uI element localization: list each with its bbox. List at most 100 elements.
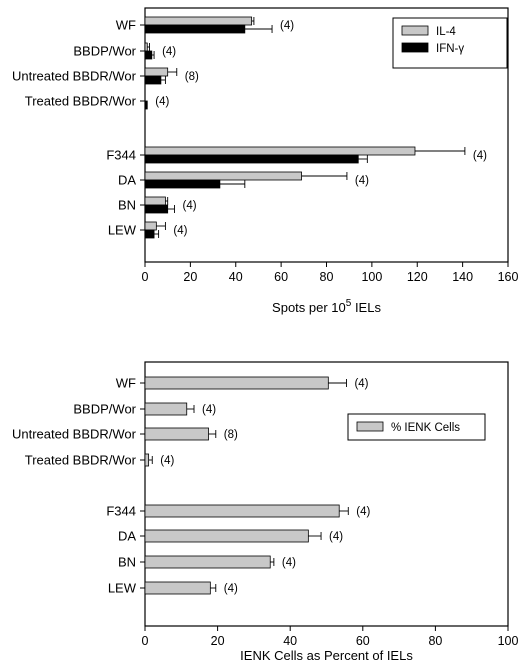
plot-frame (144, 361, 509, 627)
error-bar (167, 68, 178, 76)
error-bar (186, 405, 195, 413)
category-label: Untreated BBDR/Wor (12, 427, 137, 442)
category-label: BBDP/Wor (73, 402, 136, 417)
category-label: LEW (108, 581, 137, 596)
sample-size-label: (4) (473, 150, 487, 162)
sample-size-label: (4) (202, 404, 216, 416)
x-tick-label: 0 (142, 634, 149, 648)
x-tick-label: 20 (183, 270, 197, 284)
legend: IL-4 IFN-γ (392, 17, 508, 69)
error-bar (414, 147, 466, 155)
legend-label: IL-4 (436, 26, 456, 38)
category-label: BN (118, 555, 136, 570)
x-tick-label: 40 (229, 270, 243, 284)
category-label: Treated BBDR/Wor (25, 453, 137, 468)
x-tick-label: 120 (407, 270, 428, 284)
error-bar (208, 430, 217, 438)
x-tick-label: 80 (320, 270, 334, 284)
bar-ifn-gamma (144, 204, 169, 214)
legend-swatch (401, 25, 429, 36)
category-label: WF (116, 18, 136, 33)
error-bar (156, 222, 166, 230)
sample-size-label: (4) (355, 175, 369, 187)
bar-ifn-gamma (144, 229, 155, 239)
bar-ifn-gamma (144, 154, 359, 164)
legend-label: IFN-γ (436, 43, 464, 55)
x-tick-label: 100 (361, 270, 382, 284)
sample-size-label: (4) (329, 531, 343, 543)
bar-ifn-gamma (144, 179, 221, 189)
sample-size-label: (4) (356, 506, 370, 518)
x-tick-label: 40 (283, 634, 297, 648)
legend-label: % IENK Cells (391, 422, 460, 434)
bar-ifn-gamma (144, 50, 153, 60)
category-label: Untreated BBDR/Wor (12, 69, 137, 84)
x-axis-label: Spots per 105 IELs (272, 298, 381, 315)
error-bar (358, 155, 368, 163)
sample-size-label: (4) (155, 96, 169, 108)
error-bar (151, 51, 155, 59)
error-bar (148, 456, 153, 464)
legend-swatch (356, 421, 384, 432)
x-axis-label: IENK Cells as Percent of IELs (240, 648, 413, 663)
bar-ienk (144, 529, 309, 543)
bar-ienk (144, 581, 211, 595)
sample-size-label: (4) (280, 20, 294, 32)
x-tick-label: 100 (498, 634, 519, 648)
sample-size-label: (4) (160, 455, 174, 467)
bar-il4 (144, 196, 166, 206)
bar-il4 (144, 171, 302, 181)
category-label: F344 (106, 148, 136, 163)
sample-size-label: (8) (185, 71, 199, 83)
error-bar (301, 172, 348, 180)
sample-size-label: (4) (354, 378, 368, 390)
category-label: Treated BBDR/Wor (25, 94, 137, 109)
bar-ienk (144, 376, 329, 390)
bar-ienk (144, 453, 150, 467)
bar-il4 (144, 67, 169, 77)
error-bar (339, 507, 349, 515)
category-label: LEW (108, 223, 137, 238)
x-tick-label: 60 (274, 270, 288, 284)
category-label: F344 (106, 504, 136, 519)
sample-size-label: (4) (282, 557, 296, 569)
error-bar (251, 17, 255, 25)
bar-ifn-gamma (144, 75, 162, 85)
sample-size-label: (4) (162, 46, 176, 58)
category-label: DA (118, 173, 136, 188)
bar-ienk (144, 555, 271, 569)
error-bar (154, 230, 160, 238)
x-tick-label: 140 (452, 270, 473, 284)
category-label: BBDP/Wor (73, 44, 136, 59)
error-bar (219, 180, 246, 188)
bar-il4 (144, 221, 157, 231)
bar-ienk (144, 402, 188, 416)
x-tick-label: 20 (211, 634, 225, 648)
error-bar (308, 532, 322, 540)
bar-il4 (144, 146, 416, 156)
error-bar (328, 379, 347, 387)
bar-ienk (144, 427, 209, 441)
category-label: DA (118, 529, 136, 544)
error-bar (165, 197, 169, 205)
x-tick-label: 80 (428, 634, 442, 648)
error-bar (160, 76, 166, 84)
error-bar (167, 205, 175, 213)
sample-size-label: (4) (182, 200, 196, 212)
sample-size-label: (4) (224, 583, 238, 595)
x-tick-label: 0 (142, 270, 149, 284)
chart-ienk-percent: 0 20 40 60 80 100 WF BBDP/Wor Untreated BBDR/Wor… (12, 361, 519, 663)
bar-ienk (144, 504, 340, 518)
x-tick-label: 160 (498, 270, 519, 284)
bar-ifn-gamma (144, 24, 246, 34)
legend: % IENK Cells (347, 413, 486, 441)
chart-spots-per-iels: 0 20 40 60 80 100 120 140 160 WF BBDP/Wor Untreated… (12, 7, 519, 315)
category-label: BN (118, 198, 136, 213)
error-bar (210, 584, 217, 592)
sample-size-label: (4) (173, 225, 187, 237)
bar-il4 (144, 16, 253, 26)
x-tick-label: 60 (356, 634, 370, 648)
category-label: WF (116, 376, 136, 391)
sample-size-label: (8) (224, 429, 238, 441)
